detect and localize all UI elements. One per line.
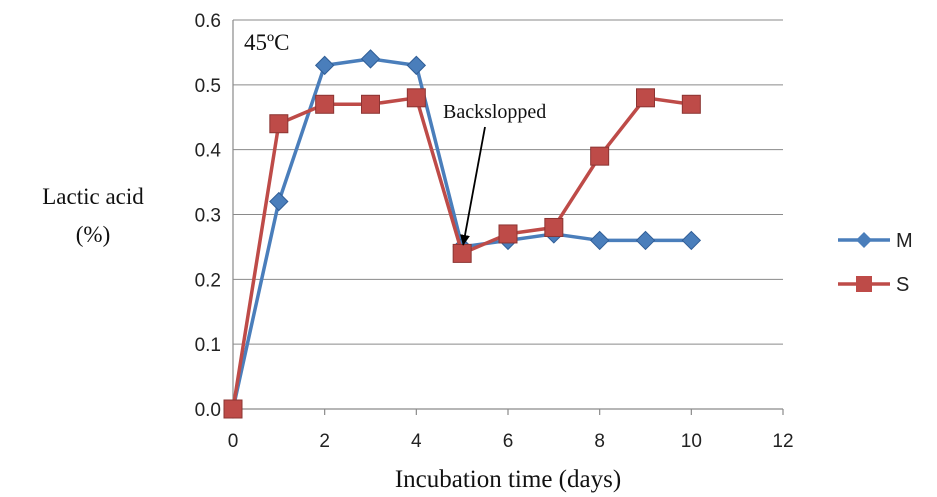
y-tick-label: 0.6	[195, 11, 221, 32]
data-point-M	[681, 230, 702, 251]
y-tick-label: 0.4	[195, 141, 222, 162]
y-axis-label-line2: (%)	[76, 222, 110, 247]
data-point-S	[544, 217, 564, 237]
legend: MS	[838, 230, 913, 296]
data-point-S	[223, 399, 243, 419]
data-point-S	[269, 114, 289, 134]
data-series	[223, 49, 702, 419]
backslopped-annotation: Backslopped	[443, 101, 546, 123]
data-point-S	[681, 94, 701, 114]
legend-marker	[856, 276, 872, 292]
data-point-M	[269, 191, 289, 212]
y-axis-label-line1: Lactic acid	[42, 184, 144, 209]
data-point-M	[589, 230, 610, 251]
backslopped-arrow	[460, 126, 486, 246]
data-point-S	[590, 146, 610, 166]
legend-item-M: M	[838, 230, 913, 252]
x-tick-label: 2	[319, 431, 330, 452]
x-tick-label: 12	[772, 431, 793, 452]
y-tick-label: 0.0	[195, 400, 221, 421]
data-point-S	[452, 243, 472, 263]
y-tick-label: 0.1	[195, 335, 221, 356]
x-axis-label: Incubation time (days)	[395, 466, 621, 493]
data-point-S	[498, 224, 518, 244]
temperature-annotation: 45ºC	[244, 30, 289, 55]
data-point-S	[636, 88, 655, 108]
data-point-M	[360, 49, 381, 69]
x-tick-label: 8	[594, 431, 605, 452]
legend-label: M	[896, 230, 913, 252]
y-tick-label: 0.5	[195, 76, 221, 97]
x-tick-label: 10	[681, 431, 702, 452]
y-tick-label: 0.3	[195, 206, 221, 227]
series-S	[223, 88, 701, 419]
data-point-S	[315, 94, 335, 114]
legend-label: S	[896, 274, 909, 296]
axes: 0.0 0.1 0.2 0.3 0.4 0.5 0.6 0 2 4 6 8 10 12	[195, 11, 794, 452]
legend-item-S: S	[838, 274, 909, 296]
data-point-S	[361, 94, 380, 114]
data-point-M	[406, 55, 427, 76]
gridlines	[233, 19, 783, 345]
x-tick-label: 4	[411, 431, 422, 452]
data-point-M	[314, 55, 335, 76]
y-tick-label: 0.2	[195, 270, 221, 291]
data-point-M	[635, 230, 656, 251]
x-tick-label: 0	[228, 431, 239, 452]
legend-marker	[856, 232, 872, 248]
x-tick-label: 6	[503, 431, 514, 452]
data-point-S	[406, 88, 426, 108]
